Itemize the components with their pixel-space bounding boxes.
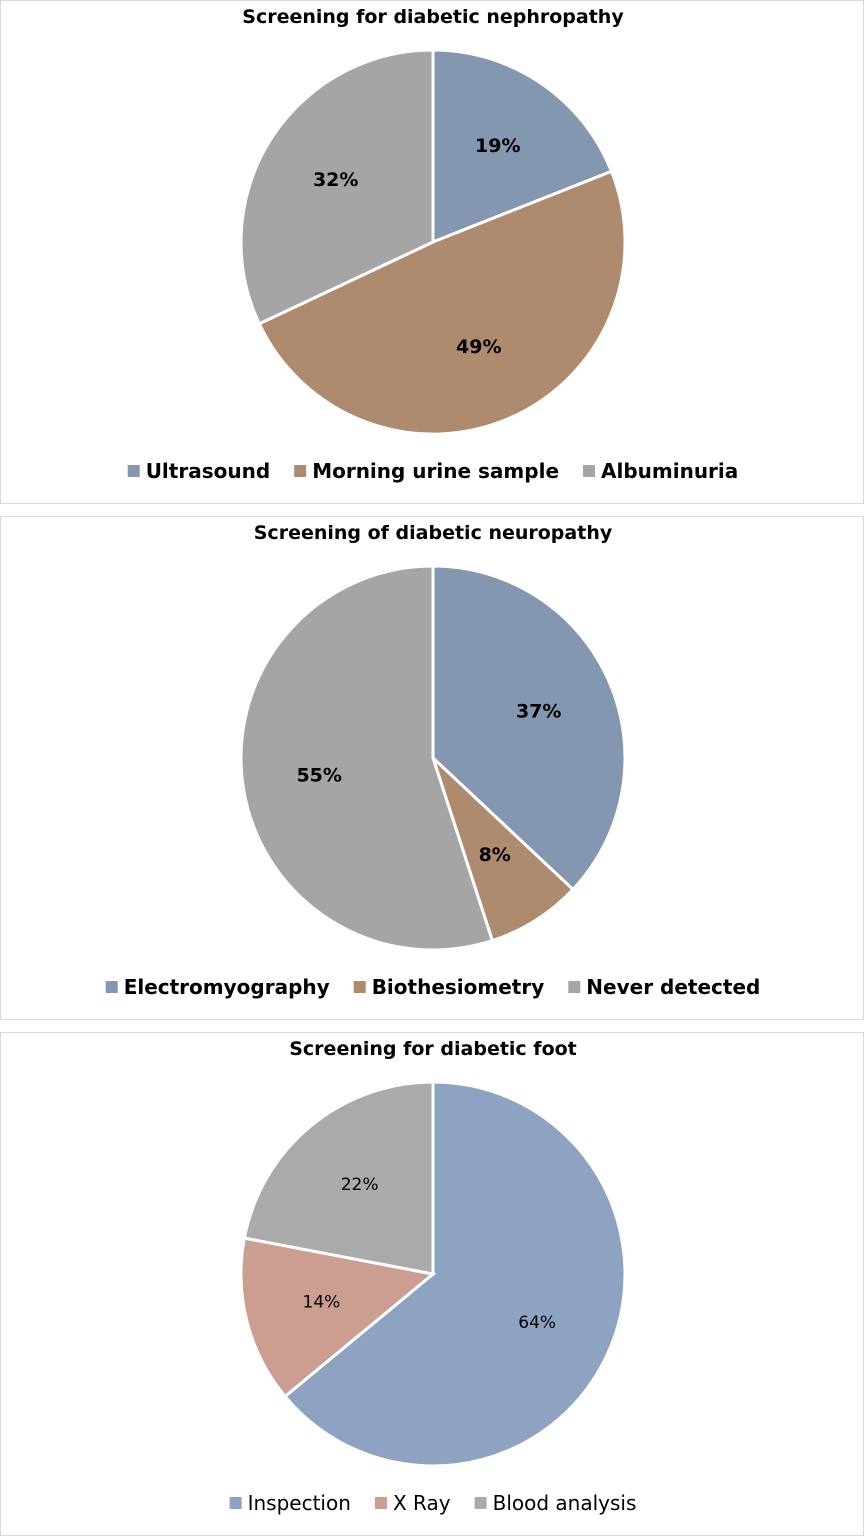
pie-slice-morning-urine-sample [257,169,627,436]
pie-slice-x-ray [239,1236,437,1399]
pie-chart-diabetic-foot: Screening for diabetic foot 64% 14% 22% Insp… [229,1038,637,1515]
legend-label-biothesiometry: Biothesiometry [372,975,545,999]
chart-panel-nephropathy: Screening for diabetic nephropathy 19% 49%… [0,0,864,504]
legend-label-never-detected: Never detected [586,975,760,999]
chart-title: Screening for diabetic nephropathy [242,6,624,28]
legend-swatch-x-ray [375,1497,387,1509]
pie-slice-albuminuria [239,48,435,326]
legend-swatch-inspection [229,1497,242,1509]
legend-swatch-ultrasound [127,465,140,477]
legend-swatch-blood-analysis [474,1497,487,1509]
pie-slice-biothesiometry [431,756,576,943]
pie-chart-neuropathy: Screening of diabetic neuropathy 37% 8% 55%… [105,522,760,999]
pie-slice-ultrasound [431,48,614,245]
data-label-ultrasound: 19% [475,135,520,157]
legend: Inspection X Ray Blood analysis [229,1491,637,1515]
legend-label-electromyography: Electromyography [124,975,330,999]
chart-title: Screening for diabetic foot [289,1038,577,1060]
legend-label-inspection: Inspection [248,1491,351,1515]
legend: Ultrasound Morning urine sample Albuminuri… [127,459,738,483]
legend: Electromyography Biothesiometry Never dete… [105,975,760,999]
data-label-morning-urine-sample: 49% [456,336,501,358]
legend-label-ultrasound: Ultrasound [146,459,270,483]
data-label-electromyography: 37% [516,701,561,723]
data-label-x-ray: 14% [303,1293,341,1313]
legend-swatch-never-detected [568,981,581,993]
legend-label-x-ray: X Ray [393,1491,451,1515]
chart-panel-neuropathy: Screening of diabetic neuropathy 37% 8% 55%… [0,516,864,1020]
legend-label-blood-analysis: Blood analysis [493,1491,637,1515]
data-label-biothesiometry: 8% [479,844,511,866]
legend-label-albuminuria: Albuminuria [601,459,738,483]
data-label-albuminuria: 32% [313,169,358,191]
legend-swatch-biothesiometry [353,981,366,993]
legend-label-morning-urine-sample: Morning urine sample [312,459,559,483]
pie-slice-inspection [282,1080,627,1468]
pie-slice-never-detected [239,564,495,952]
data-label-inspection: 64% [518,1313,556,1333]
chart-panel-diabetic-foot: Screening for diabetic foot 64% 14% 22% Insp… [0,1032,864,1536]
pie-slice-blood-analysis [242,1080,435,1276]
legend-swatch-electromyography [105,981,118,993]
pie-chart-nephropathy: Screening for diabetic nephropathy 19% 49%… [127,6,738,483]
data-label-blood-analysis: 22% [341,1175,379,1195]
legend-swatch-morning-urine-sample [294,465,307,477]
legend-swatch-albuminuria [583,465,595,477]
pie-slice-electromyography [431,564,627,892]
chart-title: Screening of diabetic neuropathy [254,522,613,544]
data-label-never-detected: 55% [296,765,341,787]
